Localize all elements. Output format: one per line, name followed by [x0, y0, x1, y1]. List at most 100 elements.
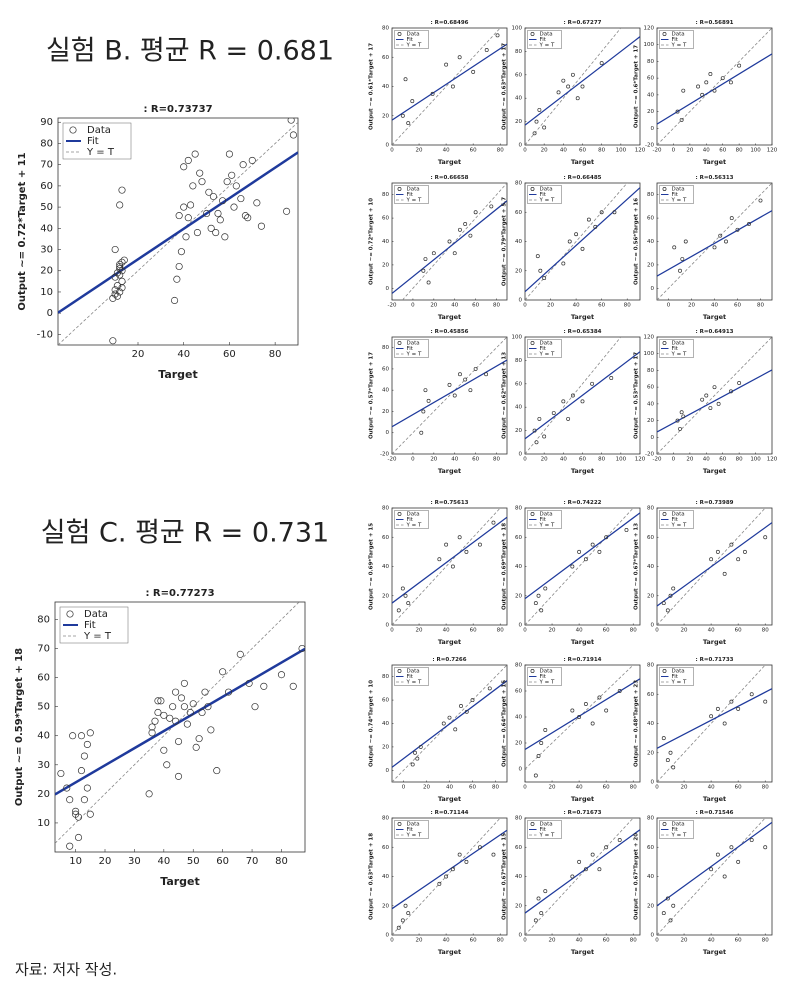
x-axis-label: Target: [703, 795, 726, 803]
x-tick-label: 60: [579, 148, 586, 154]
data-point: [205, 188, 213, 196]
data-point: [678, 426, 682, 431]
y-tick-label: 60: [382, 535, 389, 541]
fit-line: [525, 36, 640, 126]
data-point: [464, 549, 469, 554]
x-tick-label: -20: [388, 303, 397, 309]
y-tick-label: 60: [515, 689, 522, 695]
legend-label: Fit: [407, 37, 414, 43]
legend-label: Fit: [672, 37, 679, 43]
x-axis-label: Target: [438, 948, 461, 956]
data-point: [729, 699, 734, 704]
y-axis-label: Output ~= 0.59*Target + 18: [14, 648, 25, 806]
x-tick-label: 40: [157, 856, 170, 867]
identity-line: [392, 337, 507, 454]
x-axis-label: Target: [438, 313, 461, 321]
data-point: [180, 703, 188, 711]
data-point: [444, 874, 449, 879]
x-tick-label: 40: [703, 148, 710, 154]
x-tick-label: 30: [128, 856, 141, 867]
data-point: [66, 842, 74, 850]
y-axis-label: Output ~= 0.63*Target + 17: [502, 43, 508, 130]
y-axis-label: Output ~= 0.74*Target + 10: [369, 680, 375, 767]
legend-label: Y = T: [86, 147, 115, 158]
data-point: [533, 918, 538, 923]
data-point: [473, 366, 478, 371]
legend-label: Fit: [540, 192, 547, 198]
plot-title: : R=0.7266: [432, 657, 466, 663]
x-tick-label: 60: [470, 938, 477, 944]
data-point: [577, 859, 582, 864]
data-point: [219, 197, 227, 205]
x-tick-label: 60: [579, 457, 586, 463]
data-point: [668, 750, 673, 755]
y-tick-label: 20: [647, 109, 654, 115]
y-tick-label: 100: [644, 351, 655, 357]
x-tick-label: 0: [411, 457, 415, 463]
y-tick-label: 60: [515, 381, 522, 387]
y-tick-label: 40: [515, 564, 522, 570]
y-tick-label: 0: [386, 430, 390, 436]
legend-label: Y = T: [406, 680, 422, 686]
y-tick-label: 40: [647, 564, 654, 570]
x-tick-label: 40: [708, 628, 715, 634]
legend-label: Data: [540, 341, 553, 347]
data-point: [665, 758, 670, 763]
data-point: [148, 729, 156, 737]
legend-label: Fit: [407, 346, 414, 352]
x-tick-label: 60: [735, 628, 742, 634]
legend-swatch: [662, 822, 667, 826]
data-point: [214, 209, 222, 218]
data-point: [566, 84, 571, 89]
x-tick-label: 80: [762, 938, 769, 944]
y-tick-label: 0: [519, 767, 523, 773]
x-tick-label: 0: [655, 938, 659, 944]
y-tick-label: 120: [644, 335, 655, 341]
y-axis-label: Output ~= 0.48*Target + 23: [634, 680, 640, 767]
x-tick-label: 0: [390, 148, 394, 154]
data-point: [468, 233, 473, 238]
data-point: [556, 90, 561, 95]
y-tick-label: 80: [37, 614, 50, 625]
y-tick-label: 20: [515, 593, 522, 599]
x-tick-label: 0: [390, 938, 394, 944]
y-tick-label: 0: [519, 623, 523, 629]
y-tick-label: 20: [382, 113, 389, 119]
data-point: [736, 706, 741, 711]
x-tick-label: 50: [187, 856, 200, 867]
y-axis-label: Output ~= 0.72*Target + 11: [17, 152, 28, 310]
plot-frame: [54, 601, 306, 853]
data-point: [536, 754, 541, 758]
legend-label: Fit: [540, 827, 547, 833]
identity-line: [525, 337, 622, 454]
fit-line: [392, 680, 507, 768]
legend-label: Data: [540, 32, 553, 38]
data-point: [736, 859, 741, 864]
data-point: [444, 62, 449, 67]
data-point: [747, 221, 751, 226]
y-tick-label: 60: [647, 535, 654, 541]
data-point: [709, 714, 714, 719]
y-tick-label: 100: [644, 42, 655, 48]
y-tick-label: 60: [40, 181, 53, 192]
x-tick-label: 120: [635, 148, 646, 154]
data-point: [248, 156, 256, 164]
x-tick-label: 80: [630, 628, 637, 634]
data-point: [118, 277, 126, 285]
y-tick-label: 40: [382, 84, 389, 90]
data-point: [116, 271, 124, 279]
y-tick-label: 80: [647, 816, 654, 822]
data-point: [477, 542, 482, 547]
x-tick-label: 20: [430, 457, 437, 463]
data-point: [154, 708, 162, 717]
data-point: [228, 171, 236, 179]
data-point: [444, 542, 449, 547]
data-point: [177, 694, 186, 702]
data-point: [566, 416, 571, 421]
data-point: [175, 212, 183, 220]
data-point: [570, 708, 575, 713]
y-tick-label: 80: [515, 506, 522, 512]
y-tick-label: -20: [645, 452, 654, 458]
fit-line: [392, 516, 507, 604]
data-point: [452, 251, 457, 256]
